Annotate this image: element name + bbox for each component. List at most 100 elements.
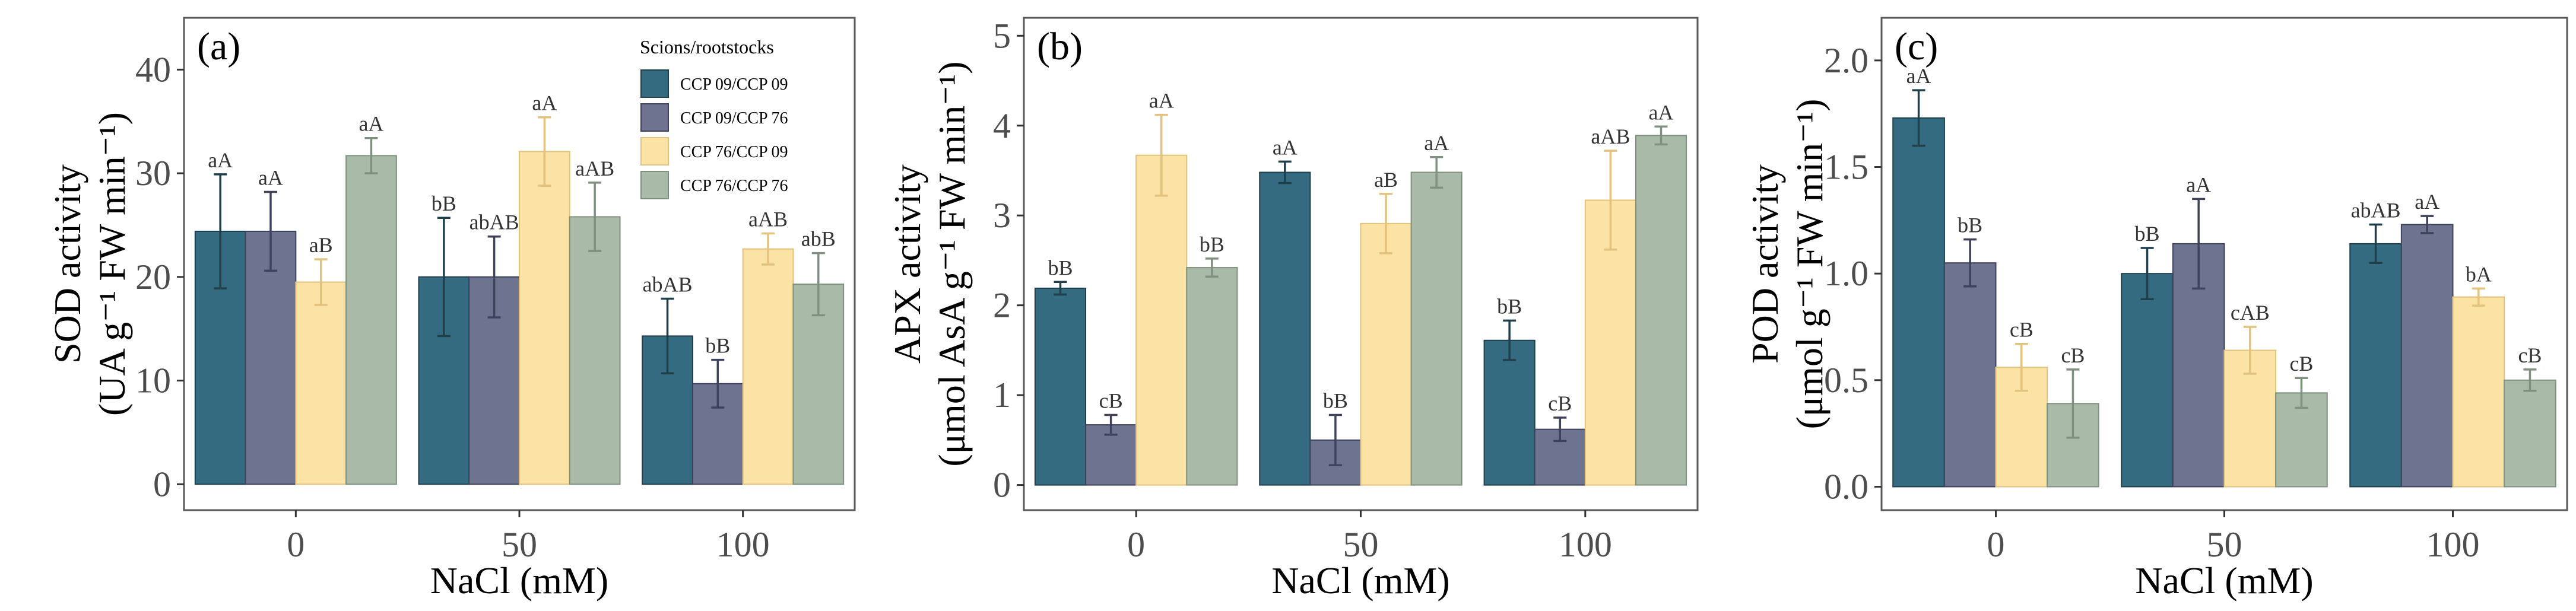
significance-label: bB: [1323, 389, 1348, 412]
significance-label: cAB: [2231, 301, 2270, 324]
legend-swatch: [640, 103, 669, 132]
y-tick-label: 1.0: [1824, 254, 1868, 293]
x-tick-label: 100: [1559, 525, 1612, 564]
y-axis-title-units: (μmol AsA g⁻¹ FW min⁻¹): [931, 61, 973, 466]
bar-ccp-09-ccp-09-50: [1259, 171, 1311, 486]
y-tick-label: 2: [993, 286, 1011, 325]
significance-label: bB: [1958, 214, 1982, 237]
bar-ccp-09-ccp-76-50: [2172, 243, 2225, 488]
y-tick-label: 2.0: [1824, 41, 1868, 80]
x-axis-title: NaCl (mM): [2135, 559, 2313, 602]
y-tick-label: 4: [993, 106, 1011, 145]
significance-label: aA: [2186, 173, 2211, 196]
x-tick-label: 100: [2426, 525, 2480, 564]
significance-label: aAB: [575, 157, 614, 180]
significance-label: aA: [359, 112, 383, 136]
significance-label: cB: [2010, 318, 2033, 342]
bar-ccp-76-ccp-76-50: [569, 216, 621, 485]
bar-ccp-09-ccp-76-100: [2400, 224, 2454, 488]
x-axis-title: NaCl (mM): [1271, 559, 1449, 602]
significance-label: aB: [309, 233, 333, 257]
significance-label: aB: [1374, 168, 1398, 192]
x-tick-label: 50: [502, 525, 537, 564]
x-tick-label: 0: [1127, 525, 1145, 564]
bar-ccp-76-ccp-09-50: [1360, 222, 1412, 486]
panel-c: aA bB abAB bB aA aA cB cAB bA cB cB cB 0.0 0.5 1.0 1.5 2…: [1744, 17, 2568, 602]
legend-swatch: [640, 171, 669, 199]
panel-label: (a): [197, 25, 240, 68]
y-tick-label: 20: [135, 257, 171, 297]
bar-ccp-76-ccp-76-100: [1635, 135, 1687, 486]
significance-label: aA: [1273, 135, 1297, 159]
y-tick-label: 5: [993, 16, 1011, 55]
y-tick-label: 0.5: [1824, 361, 1868, 400]
significance-label: abAB: [469, 211, 519, 234]
panel-label: (b): [1037, 25, 1083, 68]
significance-label: aA: [1149, 89, 1174, 113]
bar-ccp-76-ccp-09-100: [742, 248, 794, 485]
y-tick-label: 10: [135, 361, 171, 400]
significance-label: cB: [2518, 343, 2542, 367]
significance-label: cB: [2289, 352, 2313, 375]
bar-ccp-76-ccp-76-0: [1186, 267, 1238, 486]
bar-ccp-76-ccp-76-100: [2504, 379, 2556, 488]
significance-label: abB: [801, 227, 836, 251]
bar-ccp-76-ccp-76-100: [792, 284, 845, 485]
legend: Scions/rootstocks CCP 09/CCP 09 CCP 09/CCP…: [640, 36, 788, 199]
x-tick-label: 0: [287, 525, 304, 564]
significance-label: cB: [1099, 389, 1123, 412]
x-tick-label: 50: [2207, 525, 2242, 564]
significance-label: bB: [705, 334, 730, 358]
bar-ccp-09-ccp-09-0: [1034, 287, 1087, 486]
significance-label: aA: [258, 166, 283, 190]
bar-ccp-76-ccp-09-0: [295, 281, 347, 485]
significance-label: aA: [1424, 131, 1449, 155]
panel-label: (c): [1895, 25, 1938, 68]
y-tick-label: 0: [993, 466, 1011, 505]
y-tick-label: 0.0: [1824, 467, 1868, 506]
bar-ccp-09-ccp-09-100: [2349, 243, 2402, 488]
y-tick-label: 3: [993, 196, 1011, 235]
legend-title: Scions/rootstocks: [640, 36, 774, 58]
significance-label: bB: [2135, 222, 2160, 246]
significance-label: bB: [1497, 294, 1522, 318]
significance-label: aA: [1649, 100, 1674, 124]
legend-swatch: [640, 137, 669, 166]
significance-label: bB: [1048, 256, 1073, 279]
y-axis-title-units: (μmol g⁻¹ FW min⁻¹): [1788, 99, 1831, 429]
significance-label: bB: [432, 192, 456, 215]
significance-label: abAB: [2351, 199, 2401, 222]
legend-entry: CCP 76/CCP 09: [680, 143, 788, 161]
y-tick-label: 1.5: [1824, 148, 1868, 187]
legend-entry: CCP 76/CCP 76: [680, 177, 788, 195]
bar-ccp-09-ccp-09-0: [1892, 117, 1945, 488]
legend-entry: CCP 09/CCP 76: [680, 109, 788, 128]
y-axis-title: POD activity: [1744, 164, 1786, 364]
significance-label: cB: [1548, 392, 1572, 415]
bar-ccp-76-ccp-76-0: [345, 155, 397, 485]
y-axis-title: APX activity: [886, 164, 928, 364]
y-tick-label: 0: [153, 464, 171, 504]
significance-label: abAB: [643, 273, 693, 297]
y-tick-label: 40: [135, 50, 171, 89]
significance-label: cB: [2061, 343, 2085, 367]
bar-ccp-09-ccp-76-0: [245, 230, 297, 485]
bar-ccp-76-ccp-09-0: [1135, 154, 1188, 486]
significance-label: aA: [208, 148, 233, 172]
x-tick-label: 50: [1343, 525, 1379, 564]
x-tick-label: 0: [1987, 525, 2005, 564]
legend-swatch: [640, 69, 669, 98]
bar-ccp-09-ccp-09-50: [2121, 273, 2174, 488]
significance-label: aAB: [1591, 125, 1630, 148]
bar-ccp-09-ccp-09-100: [1483, 339, 1536, 486]
legend-entry: CCP 09/CCP 09: [680, 75, 788, 94]
bar-ccp-76-ccp-76-50: [1410, 171, 1463, 486]
panel-a: aA bB abAB aA abAB bB aB aA aAB aA aAB abB 0 10 20 30 40…: [46, 17, 856, 602]
significance-label: aA: [532, 91, 557, 115]
significance-label: aA: [2415, 190, 2439, 214]
y-tick-label: 1: [993, 375, 1011, 415]
significance-label: bA: [2466, 262, 2492, 286]
bar-ccp-76-ccp-09-50: [519, 151, 570, 485]
